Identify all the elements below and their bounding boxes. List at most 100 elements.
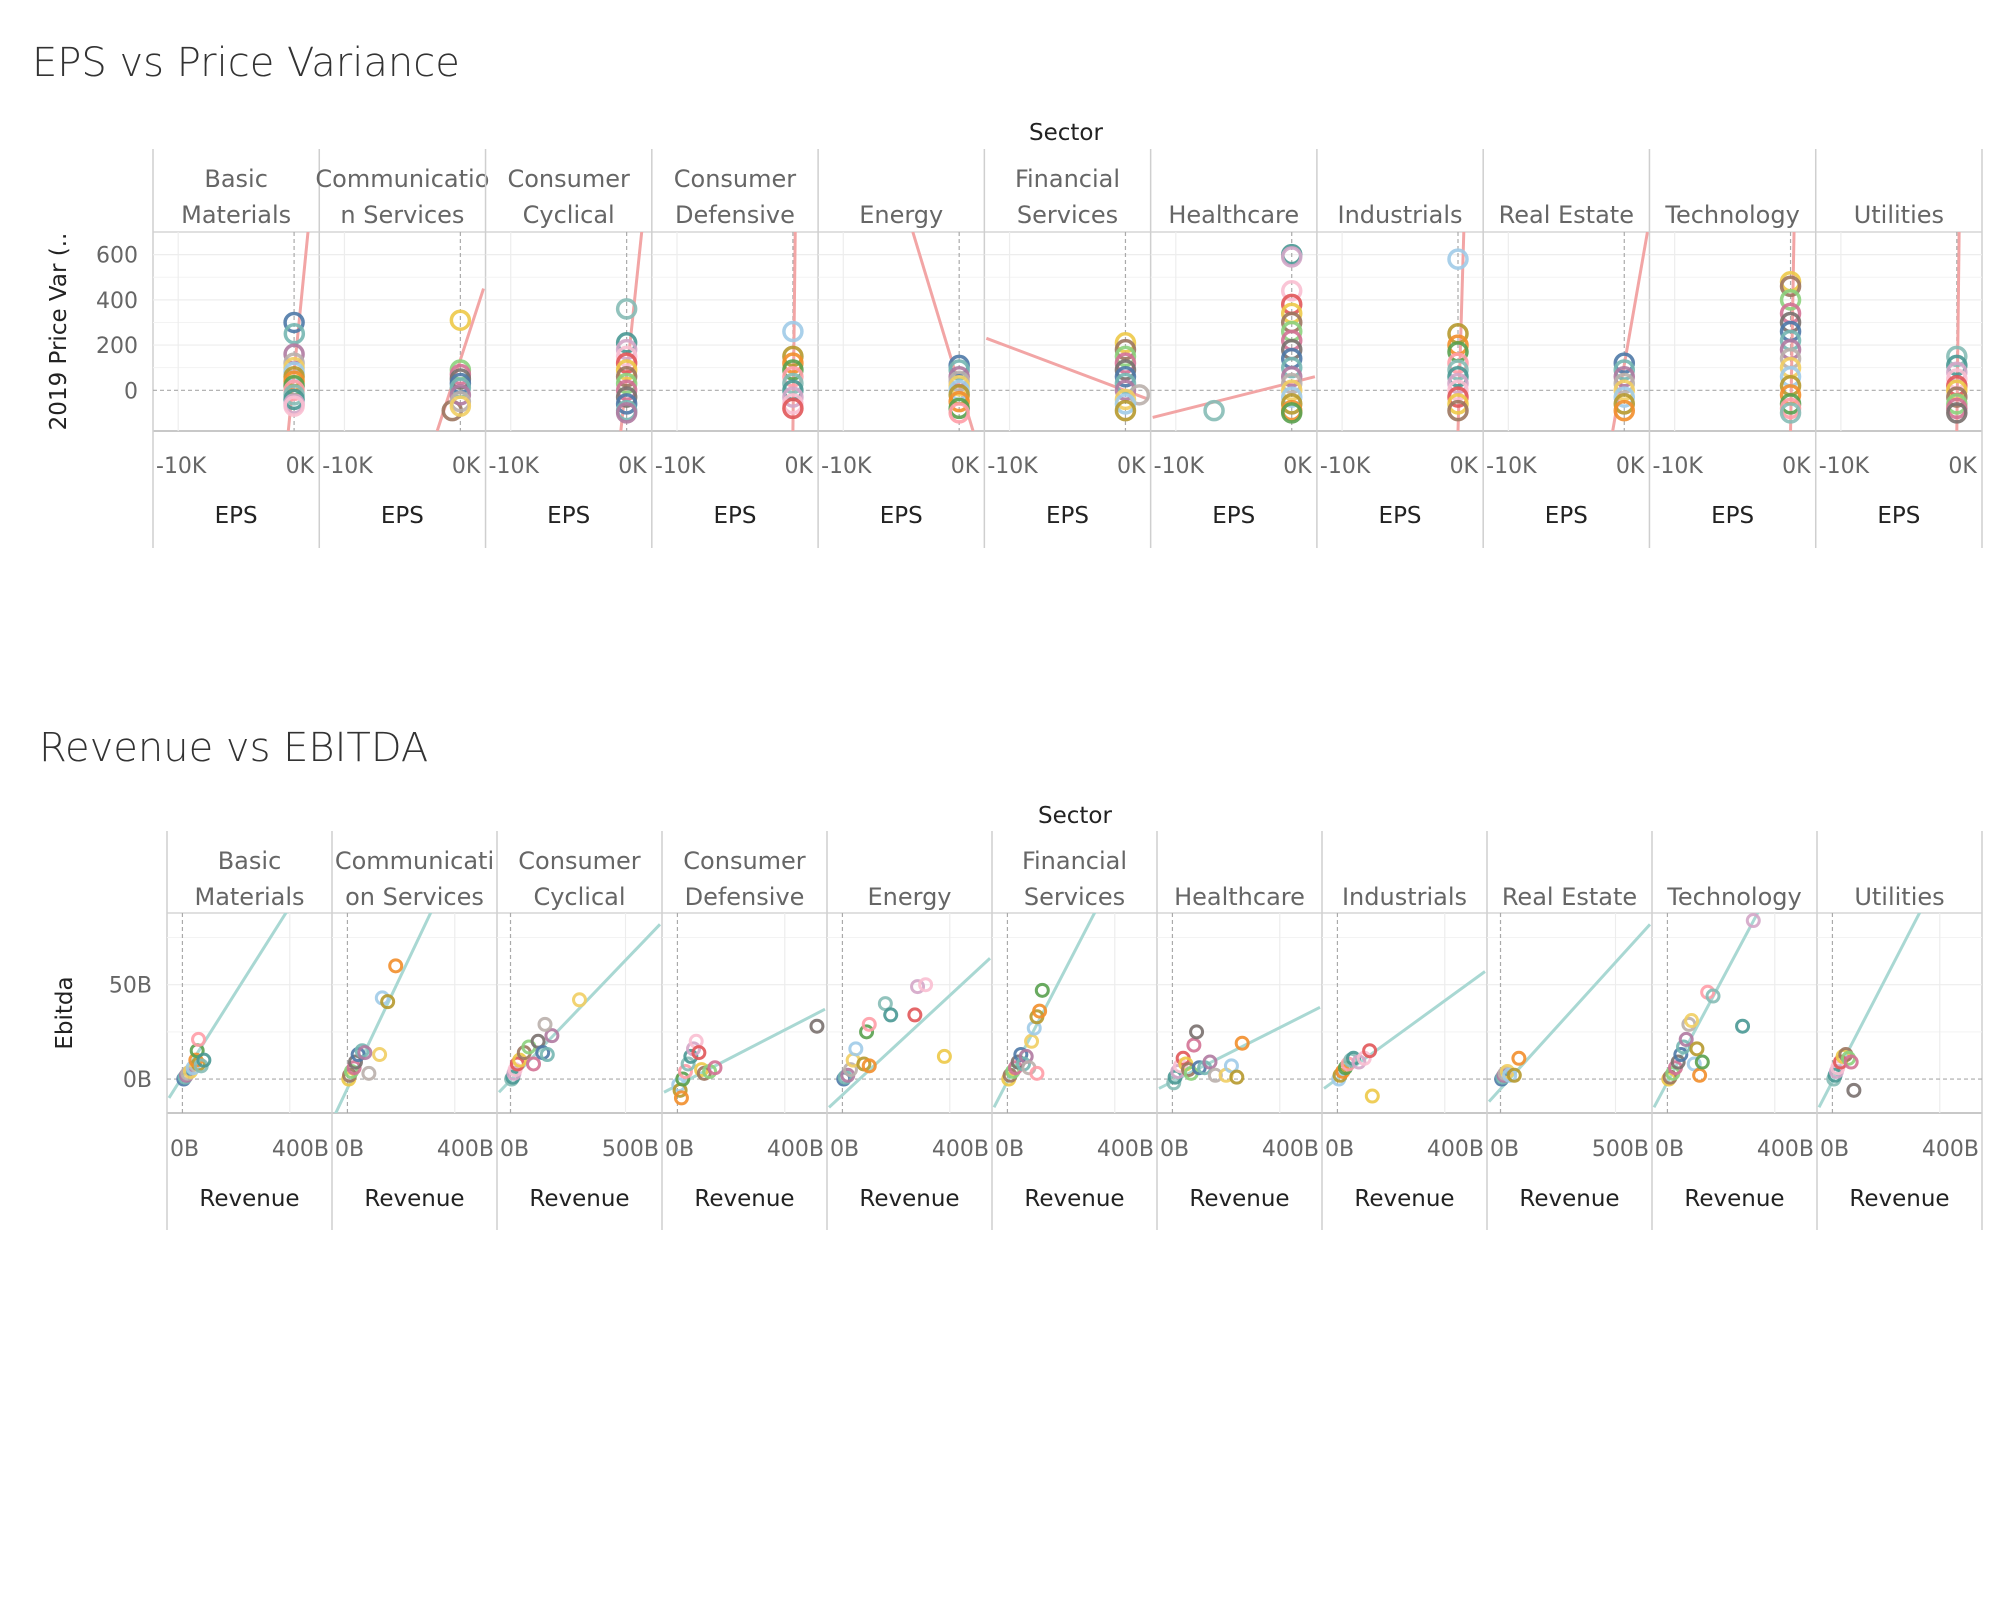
- data-point: [615, 352, 638, 374]
- data-point: [1946, 386, 1968, 408]
- facet-panel: Technology 0B 400B Revenue: [1651, 831, 1817, 1230]
- gridlines: [1817, 913, 1982, 1113]
- data-point: [1234, 1035, 1250, 1051]
- gridlines: [1652, 913, 1817, 1113]
- facet-label: Communicatio: [315, 165, 489, 193]
- data-point: [782, 359, 804, 381]
- x-tick-label: 0K: [1450, 454, 1479, 479]
- data-point: [1846, 1082, 1862, 1098]
- chart-group: Sector 2019 Price Var (.. 0 200 400 600 Basic M…: [46, 120, 1983, 548]
- x-axis-label: Revenue: [1849, 1186, 1949, 1212]
- facet-panel: Financial Services -10K 0K EPS: [983, 149, 1151, 548]
- facet-panel: Energy -10K 0K EPS: [817, 149, 985, 548]
- points: [836, 977, 952, 1087]
- points: [1447, 248, 1469, 422]
- x-tick-label: 400B: [932, 1137, 989, 1162]
- facet-panel: Communicatio n Services -10K 0K EPS: [315, 149, 489, 548]
- facet-panel: Utilities 0B 400B Revenue: [1816, 831, 1983, 1230]
- data-point: [615, 393, 638, 415]
- data-point: [1502, 1067, 1518, 1083]
- x-tick-label: 0K: [618, 454, 647, 479]
- data-point: [1203, 399, 1225, 422]
- points: [1826, 1047, 1862, 1098]
- gridlines: [319, 232, 486, 431]
- gridlines: [497, 913, 662, 1113]
- facet-panel: Technology -10K 0K EPS: [1648, 149, 1816, 548]
- facet-label: Industrials: [1338, 201, 1463, 229]
- column-header: Sector: [1038, 803, 1112, 829]
- points: [1166, 1024, 1250, 1091]
- facet-label: Healthcare: [1168, 201, 1299, 229]
- facet-label: on Services: [345, 883, 484, 911]
- x-axis-label: Revenue: [1684, 1186, 1784, 1212]
- x-axis-label: EPS: [381, 503, 424, 529]
- data-point: [1362, 1043, 1378, 1059]
- data-point: [918, 977, 934, 993]
- x-axis-label: EPS: [215, 503, 258, 529]
- data-point: [615, 345, 638, 368]
- data-point: [1613, 352, 1636, 374]
- data-point: [1280, 402, 1303, 424]
- facet-label: Consumer: [674, 165, 797, 193]
- data-point: [782, 320, 804, 343]
- y-axis-label: Ebitda: [52, 976, 78, 1049]
- x-axis-label: EPS: [1711, 503, 1754, 529]
- points: [671, 1018, 825, 1106]
- facet-label: Services: [1017, 201, 1118, 229]
- x-axis-label: Revenue: [1024, 1186, 1124, 1212]
- data-point: [572, 992, 587, 1008]
- x-tick-label: -10K: [821, 454, 872, 479]
- facet-label: Financial: [1022, 847, 1127, 875]
- data-point: [1280, 365, 1303, 388]
- data-point: [1447, 359, 1469, 381]
- data-point: [1613, 399, 1636, 422]
- facet-label: Basic: [218, 847, 282, 875]
- x-tick-label: 500B: [1592, 1137, 1649, 1162]
- x-axis-label: EPS: [713, 503, 756, 529]
- facet-label: Industrials: [1342, 883, 1467, 911]
- data-point: [1202, 1054, 1218, 1070]
- data-point: [449, 309, 472, 331]
- x-tick-label: 0K: [452, 454, 481, 479]
- data-point: [1506, 1067, 1522, 1083]
- x-tick-label: 0B: [500, 1137, 529, 1162]
- data-point: [1029, 1065, 1045, 1081]
- data-point: [1114, 393, 1137, 415]
- trend-line: [1817, 913, 1922, 1109]
- y-tick-label: 600: [96, 244, 138, 269]
- x-tick-label: 0B: [830, 1137, 859, 1162]
- data-point: [615, 402, 638, 424]
- data-point: [615, 386, 638, 408]
- data-point: [1114, 359, 1137, 381]
- points: [1779, 271, 1802, 424]
- data-point: [1114, 332, 1137, 354]
- data-point: [1280, 356, 1303, 379]
- data-point: [1114, 345, 1137, 368]
- data-point: [1364, 1088, 1380, 1104]
- x-tick-label: -10K: [322, 454, 373, 479]
- data-point: [1280, 246, 1303, 268]
- data-point: [1613, 379, 1636, 402]
- points: [615, 298, 638, 424]
- x-tick-label: -10K: [1154, 454, 1205, 479]
- data-point: [1223, 1058, 1239, 1074]
- data-point: [615, 298, 638, 320]
- x-tick-label: -10K: [1320, 454, 1371, 479]
- gridlines: [1483, 232, 1650, 431]
- data-point: [910, 979, 926, 995]
- data-point: [707, 1060, 723, 1076]
- facet-label: Defensive: [685, 883, 805, 911]
- x-tick-label: 0K: [951, 454, 980, 479]
- data-point: [1280, 379, 1303, 402]
- x-tick-label: 0B: [1655, 1137, 1684, 1162]
- data-point: [1114, 352, 1137, 374]
- data-point: [1447, 365, 1469, 388]
- data-point: [782, 372, 804, 395]
- x-tick-label: 0K: [1283, 454, 1312, 479]
- data-point: [1745, 913, 1761, 929]
- x-axis-label: EPS: [1379, 503, 1422, 529]
- data-point: [615, 338, 638, 361]
- x-tick-label: 400B: [767, 1137, 824, 1162]
- x-tick-label: 0B: [1160, 1137, 1189, 1162]
